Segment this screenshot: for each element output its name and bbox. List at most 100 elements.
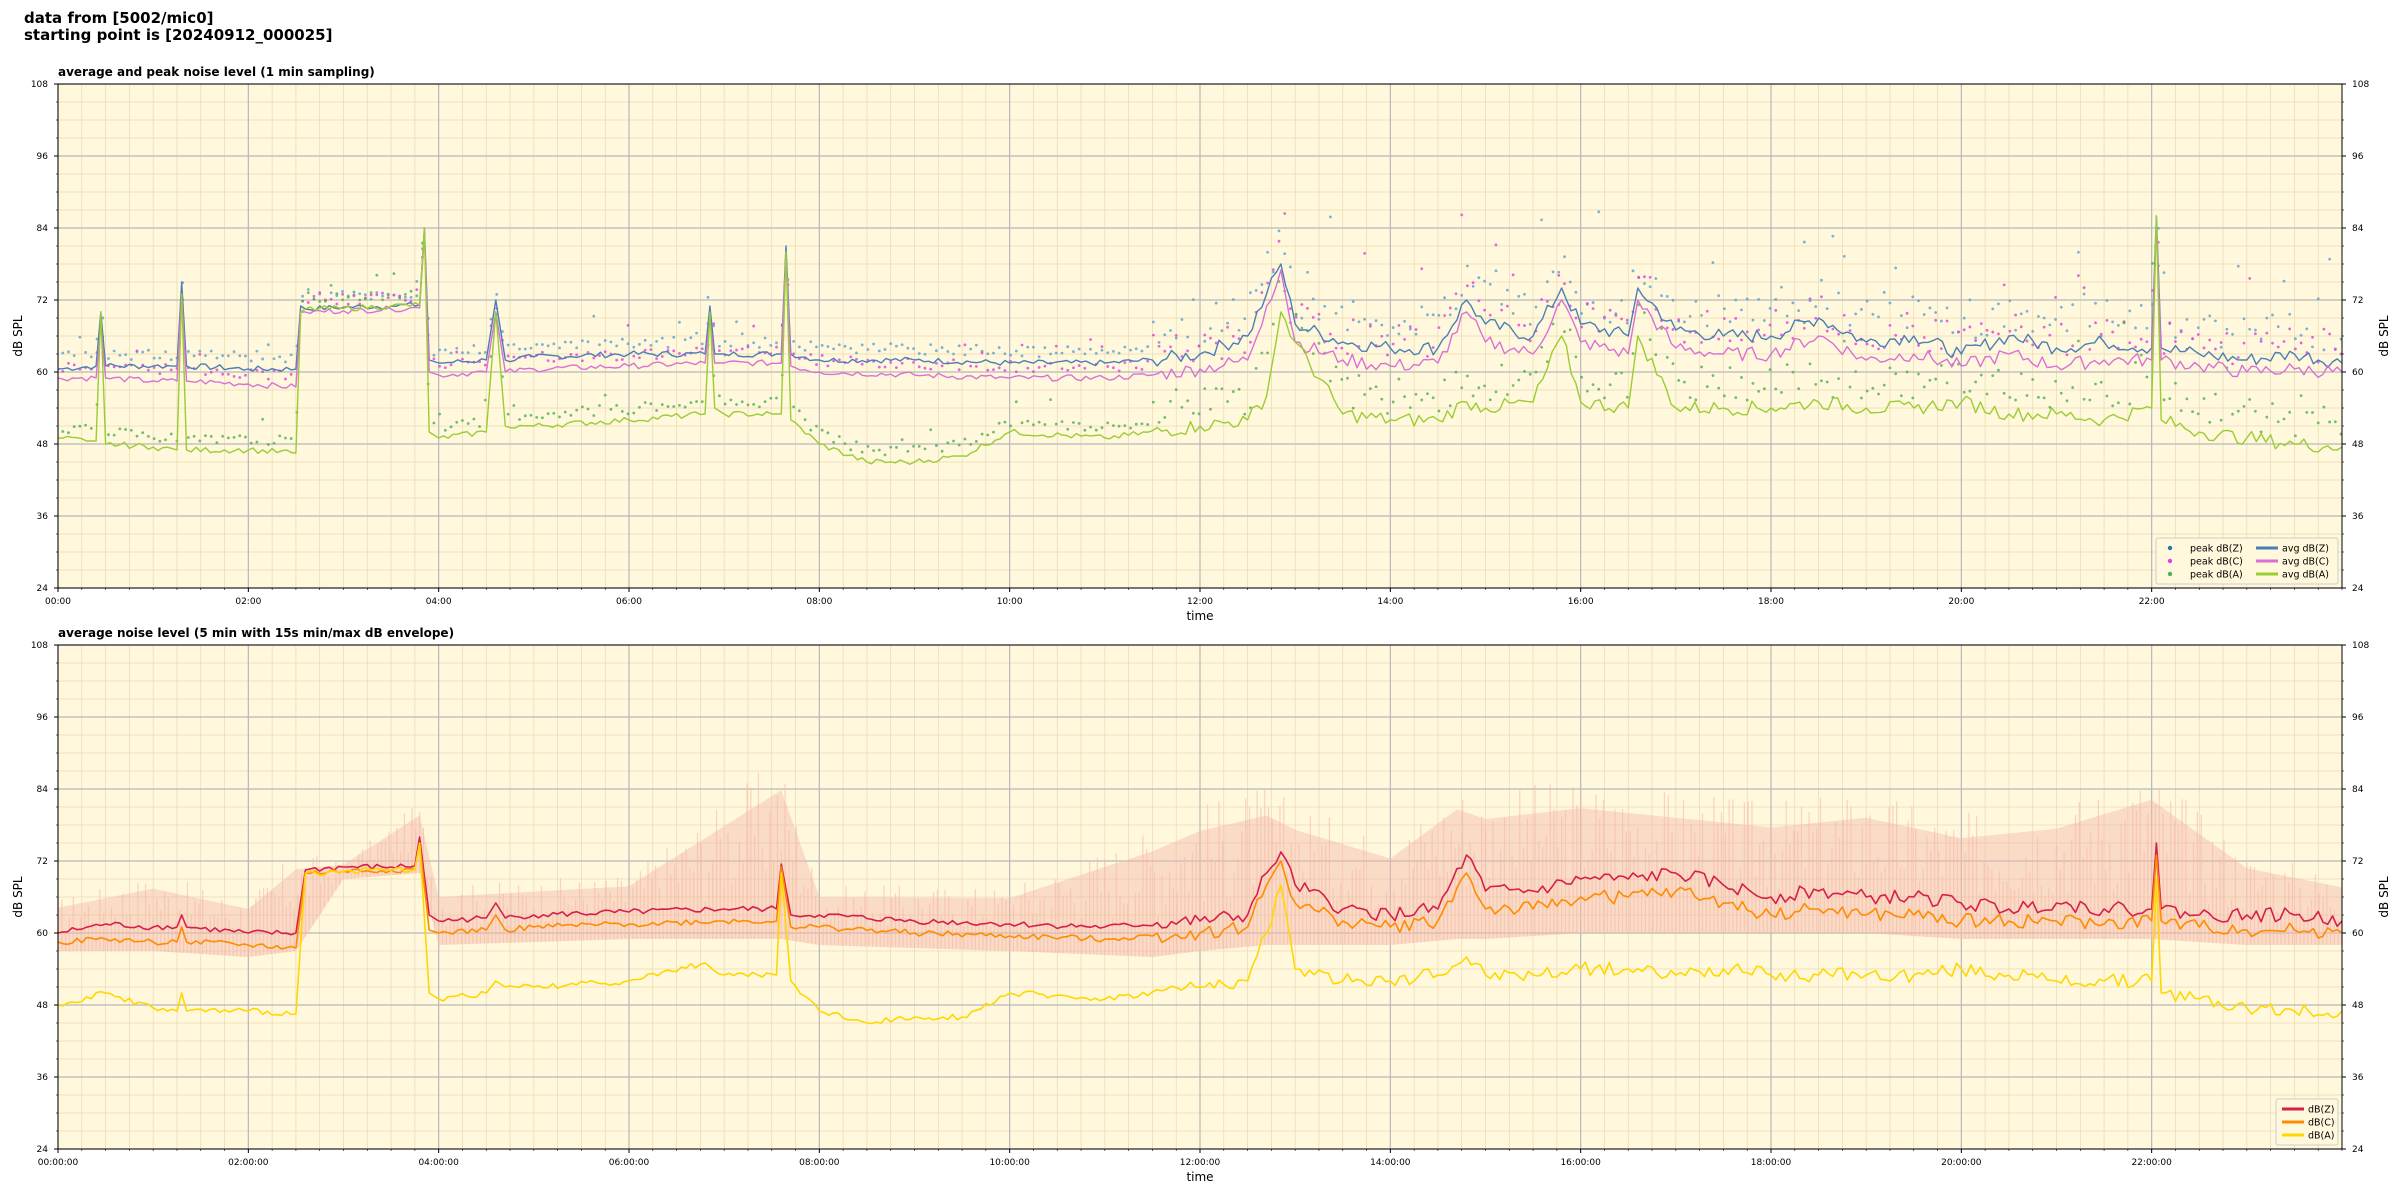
peak-dot <box>695 400 698 403</box>
peak-dot <box>763 400 767 404</box>
peak-dot <box>2253 332 2257 336</box>
peak-dot <box>1100 426 1104 430</box>
peak-dot <box>1700 365 1703 369</box>
peak-dot <box>255 349 259 353</box>
peak-dot <box>1922 313 1926 316</box>
peak-dot <box>2105 394 2109 398</box>
peak-dot <box>1854 342 1858 346</box>
peak-dot <box>1260 291 1264 294</box>
peak-dot <box>1979 322 1983 326</box>
peak-dot <box>61 370 65 373</box>
peak-dot <box>1277 229 1281 233</box>
peak-dot <box>2208 420 2212 424</box>
peak-dot <box>1254 289 1258 292</box>
peak-dot <box>746 403 750 407</box>
peak-dot <box>1643 275 1646 279</box>
peak-dot <box>1871 344 1875 348</box>
peak-dot <box>643 401 647 404</box>
peak-dot <box>289 437 293 440</box>
peak-dot <box>1072 350 1075 354</box>
peak-dot <box>912 444 915 448</box>
peak-dot <box>1203 339 1207 343</box>
peak-dot <box>1448 306 1452 310</box>
peak-dot <box>746 345 750 349</box>
peak-dot <box>381 291 384 295</box>
peak-dot <box>1146 345 1150 348</box>
peak-dot <box>1368 324 1372 328</box>
peak-dot <box>1431 396 1435 400</box>
peak-dot <box>2276 325 2280 329</box>
peak-dot <box>1762 319 1766 322</box>
peak-dot <box>306 301 310 304</box>
peak-dot <box>449 351 453 355</box>
peak-dot <box>820 343 824 347</box>
peak-dot <box>1328 215 1332 219</box>
peak-dot <box>1705 385 1709 388</box>
peak-dot <box>2248 276 2252 280</box>
peak-dot <box>2014 398 2017 402</box>
peak-dot <box>1054 422 1058 426</box>
y-tick-label-right: 36 <box>2352 1073 2364 1083</box>
peak-dot <box>158 372 162 376</box>
peak-dot <box>1540 218 1544 222</box>
peak-dot <box>706 295 710 299</box>
peak-dot <box>2071 386 2075 389</box>
peak-dot <box>443 348 447 352</box>
peak-dot <box>289 372 293 376</box>
peak-dot <box>118 353 122 357</box>
peak-dot <box>1620 317 1623 321</box>
peak-dot <box>740 400 744 404</box>
x-tick-label: 20:00 <box>1948 597 1974 607</box>
peak-dot <box>1231 298 1235 301</box>
peak-dot <box>478 425 481 428</box>
peak-dot <box>1072 366 1075 370</box>
peak-dot <box>2025 309 2029 313</box>
peak-dot <box>2276 420 2280 424</box>
peak-dot <box>363 293 367 297</box>
peak-dot <box>1454 307 1458 311</box>
peak-dot <box>1117 351 1121 355</box>
peak-dot <box>483 350 487 354</box>
peak-dot <box>1500 308 1504 312</box>
peak-dot <box>1003 369 1007 372</box>
peak-dot <box>2265 415 2269 419</box>
legend-label: avg dB(Z) <box>2282 544 2329 555</box>
peak-dot <box>820 354 824 357</box>
peak-dot <box>1962 390 1966 394</box>
peak-dot <box>1791 301 1795 305</box>
peak-dot <box>1591 301 1595 304</box>
peak-dot <box>855 440 858 444</box>
peak-dot <box>221 372 225 376</box>
x-tick-label: 08:00 <box>806 597 832 607</box>
peak-dot <box>1979 332 1983 336</box>
peak-dot <box>226 436 230 440</box>
peak-dot <box>141 431 145 435</box>
peak-dot <box>1922 336 1926 339</box>
peak-dot <box>855 357 858 361</box>
peak-dot <box>238 376 242 379</box>
peak-dot <box>1420 305 1424 309</box>
peak-dot <box>1625 318 1629 322</box>
peak-dot <box>586 407 590 411</box>
peak-dot <box>837 435 841 438</box>
peak-dot <box>1209 327 1212 330</box>
peak-dot <box>1334 365 1338 369</box>
peak-dot <box>124 428 127 431</box>
peak-dot <box>1460 386 1464 390</box>
peak-dot <box>2293 434 2297 438</box>
peak-dot <box>2134 326 2137 330</box>
peak-dot <box>358 298 362 302</box>
peak-dot <box>1717 294 1721 298</box>
peak-dot <box>1517 323 1521 327</box>
peak-dot <box>363 297 367 301</box>
peak-dot <box>1603 396 1606 400</box>
peak-dot <box>1705 324 1709 328</box>
peak-dot <box>1894 333 1898 337</box>
peak-dot <box>1294 313 1298 316</box>
peak-dot <box>752 402 756 406</box>
peak-dot <box>1957 330 1960 334</box>
peak-dot <box>1026 419 1030 423</box>
peak-dot <box>392 293 396 297</box>
peak-dot <box>2248 327 2252 331</box>
legend-label: peak dB(Z) <box>2190 544 2243 555</box>
